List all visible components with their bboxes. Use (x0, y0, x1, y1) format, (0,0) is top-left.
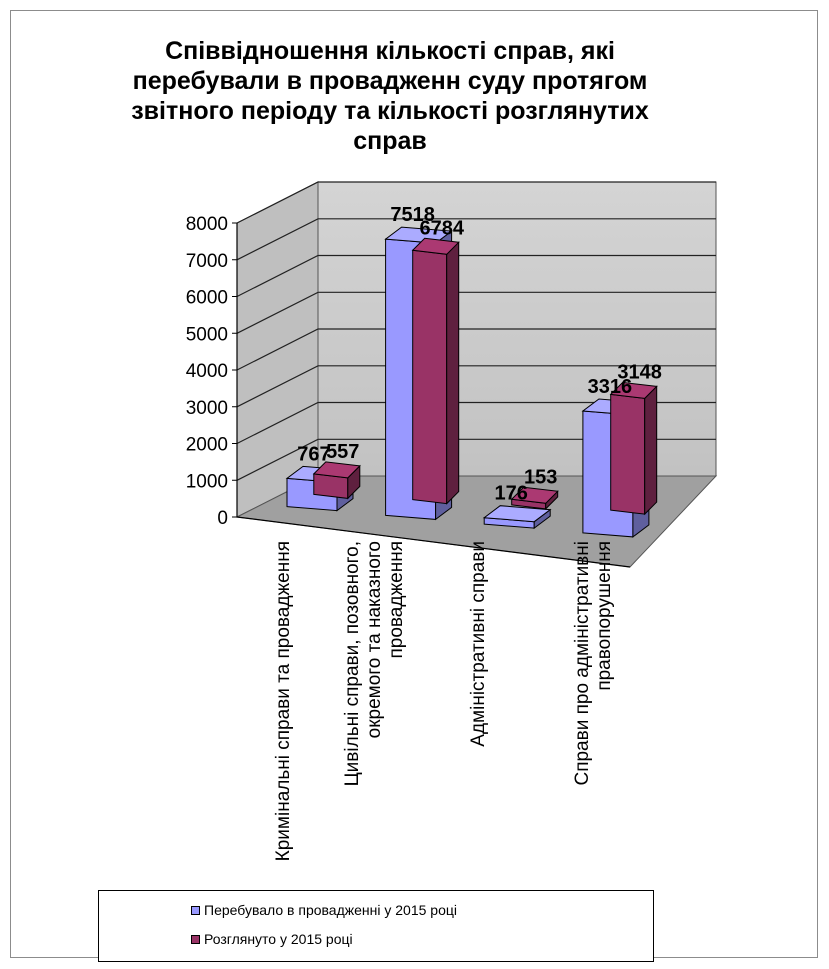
data-label-1-4: 3316 (588, 376, 633, 398)
legend: Перебувало в провадженні у 2015 році Роз… (98, 890, 654, 962)
x-tick-label-1: Кримінальні справи та провадження (273, 541, 294, 861)
x-axis-line (236, 516, 631, 568)
x-tick-label-3-line-1: Адміністративні справи (468, 541, 489, 747)
legend-item-series-2: Розглянуто у 2015 році (191, 931, 353, 947)
y-tick-label-4000: 4000 (186, 361, 228, 382)
y-tick-label-2000: 2000 (186, 435, 228, 456)
gridline-2000 (236, 401, 716, 445)
x-tick-label-2-line-3: провадження (386, 541, 407, 659)
bar-top-2-2 (411, 237, 460, 255)
gridline-7000 (236, 218, 716, 261)
x-tick-label-3: Адміністративні справи (468, 541, 489, 747)
gridline-6000 (236, 254, 716, 298)
axes (232, 222, 631, 568)
x-tick-label-2-line-2: окремого та наказного (364, 541, 385, 738)
y-tick-label-5000: 5000 (186, 324, 228, 345)
data-label-2-1: 557 (326, 441, 359, 463)
bars (285, 226, 658, 538)
bar-top-2-1 (312, 461, 361, 479)
legend-label-series-1: Перебувало в провадженні у 2015 році (204, 902, 457, 918)
bar-2-2 (411, 237, 460, 505)
legend-swatch-series-1 (191, 905, 200, 915)
x-tick-label-1-line-1: Кримінальні справи та провадження (273, 541, 294, 861)
bar-side-2-4 (644, 385, 658, 516)
bar-side-2-2 (446, 241, 460, 505)
y-tick-label-3000: 3000 (186, 398, 228, 419)
y-tick-label-8000: 8000 (186, 214, 228, 235)
x-tick-label-4-line-1: Справи про адміністративні (572, 541, 593, 786)
y-tick-label-6000: 6000 (186, 288, 228, 309)
bar-top-2-4 (609, 381, 658, 399)
x-tick-label-4-line-2: правопорушення (594, 541, 615, 691)
gridline-4000 (236, 328, 716, 371)
data-label-1-3: 176 (495, 483, 528, 505)
legend-item-series-1: Перебувало в провадженні у 2015 році (191, 902, 457, 918)
bar-2-3 (510, 486, 559, 511)
x-tick-label-2: Цивільні справи, позовного, окремого та н… (342, 541, 407, 786)
x-tick-labels: Кримінальні справи та провадження Цивільн… (273, 541, 615, 861)
y-tick-labels: 0 1000 2000 3000 4000 5000 6000 7000 8000 (186, 214, 228, 529)
bar-1-3 (482, 505, 552, 530)
y-tick-label-1000: 1000 (186, 471, 228, 492)
y-tick-label-7000: 7000 (186, 251, 228, 272)
chart-title: Співвідношення кількості справ, які пере… (131, 37, 649, 155)
gridline-5000 (236, 291, 716, 334)
bar-front-2-2 (412, 249, 448, 505)
x-tick-label-4: Справи про адміністративні правопорушення (572, 541, 615, 786)
y-tick-label-0: 0 (217, 508, 228, 529)
data-label-2-2: 6784 (419, 217, 464, 239)
x-tick-label-2-line-1: Цивільні справи, позовного, (342, 541, 363, 786)
bar-top-2-3 (510, 486, 559, 504)
bar-2-1 (312, 461, 361, 500)
bar-2-4 (609, 381, 658, 516)
bar-front-2-4 (610, 393, 646, 515)
gridline-3000 (236, 365, 716, 408)
data-label-1-2: 7518 (390, 204, 435, 226)
data-label-2-4: 3148 (617, 361, 662, 383)
legend-label-series-2: Розглянуто у 2015 році (204, 931, 353, 947)
bar-top-1-3 (482, 505, 552, 523)
gridline-8000 (236, 181, 716, 224)
data-label-2-3: 153 (524, 466, 557, 488)
data-label-1-1: 767 (297, 443, 330, 465)
legend-swatch-series-2 (191, 934, 200, 944)
